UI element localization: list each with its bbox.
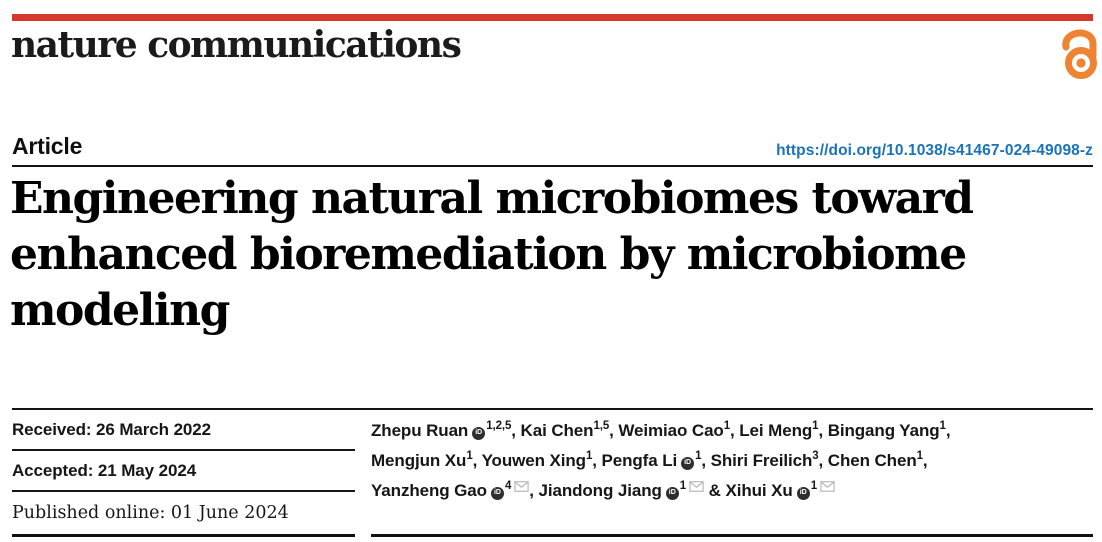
author-separator: , [922, 451, 928, 470]
author-name: Kai Chen [520, 421, 594, 440]
paper-title: Engineering natural microbiomes toward e… [10, 171, 1093, 339]
author-affiliation-sup: 1 [810, 480, 817, 492]
author-affiliation-sup: 1 [812, 420, 819, 432]
author-name: Yanzheng Gao [371, 481, 487, 500]
brand-red-bar [12, 14, 1093, 21]
author-line: Mengjun Xu1, Youwen Xing1, Pengfa Li iD1,… [371, 446, 1093, 476]
author-line: Zhepu Ruan iD1,2,5, Kai Chen1,5, Weimiao … [371, 416, 1093, 446]
author-name: Jiandong Jiang [538, 481, 662, 500]
author-name: Pengfa Li [601, 451, 678, 470]
author-separator: , [818, 421, 828, 440]
author-affiliation-sup: 1 [466, 450, 473, 462]
author-affiliation-sup: 1,5 [593, 420, 610, 432]
author-separator: , [701, 451, 711, 470]
author-separator: , [472, 451, 482, 470]
author-name: Mengjun Xu [371, 451, 467, 470]
author-separator: , [592, 451, 602, 470]
dates-panel: Received: 26 March 2022 Accepted: 21 May … [12, 410, 355, 537]
author-separator: , [529, 481, 539, 500]
paper-title-line: enhanced bioremediation by microbiome [10, 229, 967, 280]
author-affiliation-sup: 3 [812, 450, 819, 462]
author-affiliation-sup: 1 [916, 450, 923, 462]
meta-section: Received: 26 March 2022 Accepted: 21 May … [12, 408, 1093, 537]
envelope-icon[interactable] [820, 481, 835, 492]
orcid-icon[interactable]: iD [472, 426, 486, 440]
author-affiliation-sup: 4 [504, 480, 512, 492]
date-row: Received: 26 March 2022 [12, 410, 355, 451]
author-name: Xihui Xu [725, 481, 793, 500]
author-affiliation-sup: 1 [723, 420, 731, 432]
date-label: Received: 26 March 2022 [12, 419, 211, 439]
author-affiliation-sup: 1 [679, 480, 687, 492]
author-name: Chen Chen [827, 451, 917, 470]
author-name: Weimiao Cao [618, 421, 724, 440]
doi-link[interactable]: https://doi.org/10.1038/s41467-024-49098… [776, 142, 1093, 159]
author-line: Yanzheng Gao iD4, Jiandong Jiang iD1 & Xih… [371, 476, 1093, 506]
orcid-icon[interactable]: iD [665, 486, 679, 500]
paper-title-line: Engineering natural microbiomes toward [10, 173, 974, 224]
author-separator: , [818, 451, 828, 470]
article-header-row: Article https://doi.org/10.1038/s41467-0… [12, 129, 1093, 167]
author-separator: , [511, 421, 521, 440]
author-name: Youwen Xing [481, 451, 586, 470]
orcid-icon[interactable]: iD [681, 456, 695, 470]
envelope-icon[interactable] [514, 481, 529, 492]
date-label: Accepted: 21 May 2024 [12, 460, 197, 480]
author-name: Zhepu Ruan [371, 421, 469, 440]
orcid-icon[interactable]: iD [796, 486, 810, 500]
author-affiliation-sup: 1 [939, 420, 946, 432]
envelope-icon[interactable] [689, 481, 704, 492]
author-affiliation-sup: 1 [695, 450, 702, 462]
date-row: Accepted: 21 May 2024 [12, 451, 355, 492]
author-name: Lei Meng [739, 421, 813, 440]
author-affiliation-sup: 1 [585, 450, 593, 462]
author-name: Bingang Yang [827, 421, 940, 440]
orcid-icon[interactable]: iD [490, 486, 504, 500]
author-affiliation-sup: 1,2,5 [486, 420, 512, 432]
article-type-label: Article [12, 133, 83, 159]
author-separator: , [609, 421, 619, 440]
open-access-icon [1056, 24, 1100, 85]
author-separator: , [945, 421, 951, 440]
paper-title-line: modeling [10, 285, 230, 336]
author-name: Shiri Freilich [710, 451, 813, 470]
date-row: Published online: 01 June 2024 [12, 492, 355, 537]
author-list: Zhepu Ruan iD1,2,5, Kai Chen1,5, Weimiao … [371, 410, 1093, 537]
journal-logo: nature communications [11, 24, 462, 66]
author-separator: , [730, 421, 740, 440]
author-separator: & [704, 481, 726, 500]
date-label: Published online: 01 June 2024 [12, 503, 289, 523]
